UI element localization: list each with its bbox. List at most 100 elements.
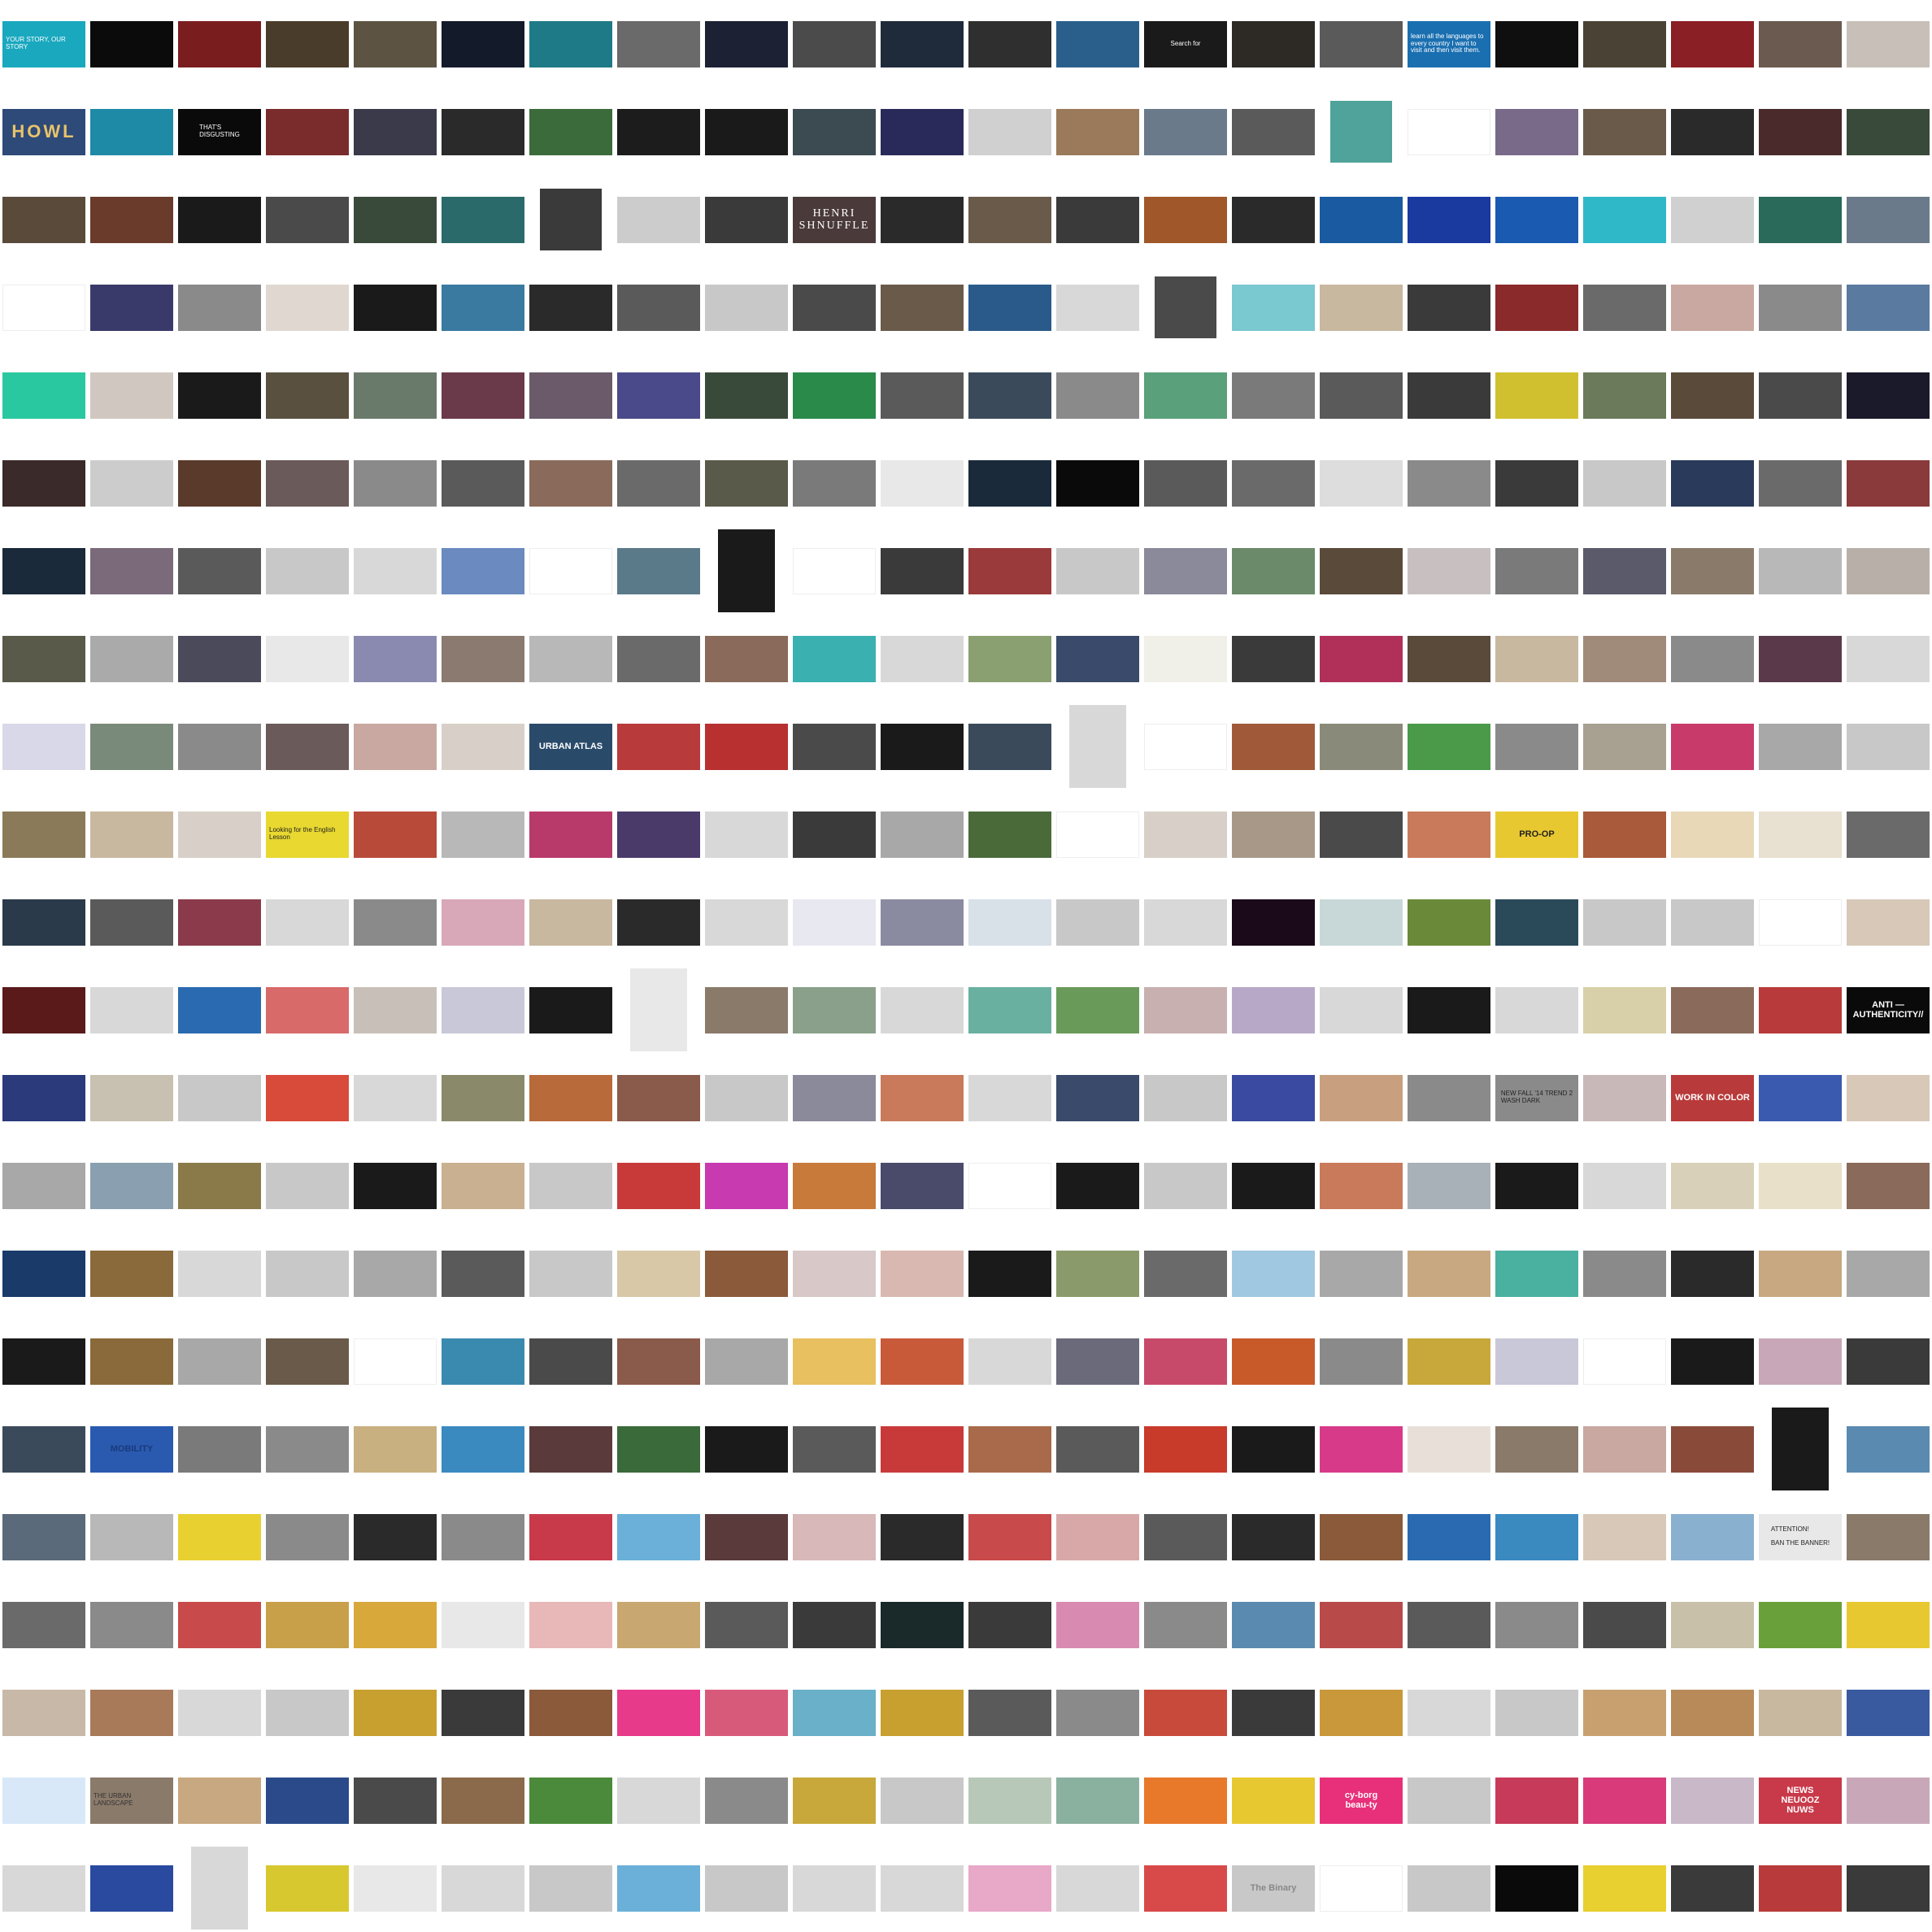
gallery-thumbnail[interactable] xyxy=(351,0,439,88)
gallery-thumbnail[interactable] xyxy=(1054,1405,1142,1493)
gallery-thumbnail[interactable] xyxy=(263,0,351,88)
gallery-thumbnail[interactable] xyxy=(878,1405,966,1493)
gallery-thumbnail[interactable] xyxy=(1581,1405,1669,1493)
gallery-thumbnail[interactable] xyxy=(1054,1756,1142,1844)
gallery-thumbnail[interactable] xyxy=(1054,878,1142,966)
gallery-thumbnail[interactable] xyxy=(878,1054,966,1142)
gallery-thumbnail[interactable] xyxy=(1669,1581,1756,1669)
gallery-thumbnail[interactable] xyxy=(527,790,615,878)
gallery-thumbnail[interactable] xyxy=(439,1317,527,1405)
gallery-thumbnail[interactable] xyxy=(1581,1581,1669,1669)
gallery-thumbnail[interactable]: Looking for the English Lesson xyxy=(263,790,351,878)
gallery-thumbnail[interactable] xyxy=(1756,263,1844,351)
gallery-thumbnail[interactable] xyxy=(703,790,790,878)
gallery-thumbnail[interactable] xyxy=(527,615,615,703)
gallery-thumbnail[interactable] xyxy=(615,1054,703,1142)
gallery-thumbnail[interactable] xyxy=(176,1669,263,1756)
gallery-thumbnail[interactable] xyxy=(1405,439,1493,527)
gallery-thumbnail[interactable]: NEWS NEUOOZ NUWS xyxy=(1756,1756,1844,1844)
gallery-thumbnail[interactable] xyxy=(0,1054,88,1142)
gallery-thumbnail[interactable] xyxy=(1142,176,1229,263)
gallery-thumbnail[interactable] xyxy=(527,878,615,966)
gallery-thumbnail[interactable] xyxy=(176,1493,263,1581)
gallery-thumbnail[interactable] xyxy=(88,1844,176,1932)
gallery-thumbnail[interactable] xyxy=(615,351,703,439)
gallery-thumbnail[interactable] xyxy=(1317,1405,1405,1493)
gallery-thumbnail[interactable] xyxy=(1142,439,1229,527)
gallery-thumbnail[interactable] xyxy=(1581,790,1669,878)
gallery-thumbnail[interactable] xyxy=(1493,1229,1581,1317)
gallery-thumbnail[interactable] xyxy=(615,439,703,527)
gallery-thumbnail[interactable] xyxy=(263,966,351,1054)
gallery-thumbnail[interactable] xyxy=(88,1493,176,1581)
gallery-thumbnail[interactable]: PRO-OP xyxy=(1493,790,1581,878)
gallery-thumbnail[interactable] xyxy=(527,1317,615,1405)
gallery-thumbnail[interactable] xyxy=(1844,1756,1932,1844)
gallery-thumbnail[interactable] xyxy=(878,1229,966,1317)
gallery-thumbnail[interactable] xyxy=(1756,615,1844,703)
gallery-thumbnail[interactable] xyxy=(1317,176,1405,263)
gallery-thumbnail[interactable] xyxy=(966,263,1054,351)
gallery-thumbnail[interactable] xyxy=(0,1844,88,1932)
gallery-thumbnail[interactable] xyxy=(615,263,703,351)
gallery-thumbnail[interactable] xyxy=(703,1405,790,1493)
gallery-thumbnail[interactable] xyxy=(1669,1229,1756,1317)
gallery-thumbnail[interactable] xyxy=(439,878,527,966)
gallery-thumbnail[interactable] xyxy=(1581,1054,1669,1142)
gallery-thumbnail[interactable] xyxy=(1493,703,1581,790)
gallery-thumbnail[interactable] xyxy=(1493,1317,1581,1405)
gallery-thumbnail[interactable] xyxy=(439,1493,527,1581)
gallery-thumbnail[interactable] xyxy=(351,88,439,176)
gallery-thumbnail[interactable] xyxy=(1054,615,1142,703)
gallery-thumbnail[interactable] xyxy=(0,1317,88,1405)
gallery-thumbnail[interactable] xyxy=(878,1142,966,1229)
gallery-thumbnail[interactable] xyxy=(615,176,703,263)
gallery-thumbnail[interactable] xyxy=(790,878,878,966)
gallery-thumbnail[interactable] xyxy=(88,615,176,703)
gallery-thumbnail[interactable] xyxy=(790,439,878,527)
gallery-thumbnail[interactable] xyxy=(1669,88,1756,176)
gallery-thumbnail[interactable] xyxy=(439,88,527,176)
gallery-thumbnail[interactable] xyxy=(263,703,351,790)
gallery-thumbnail[interactable] xyxy=(351,1493,439,1581)
gallery-thumbnail[interactable] xyxy=(1493,1493,1581,1581)
gallery-thumbnail[interactable] xyxy=(1756,1054,1844,1142)
gallery-thumbnail[interactable] xyxy=(790,88,878,176)
gallery-thumbnail[interactable] xyxy=(1054,0,1142,88)
gallery-thumbnail[interactable] xyxy=(1844,790,1932,878)
gallery-thumbnail[interactable] xyxy=(1493,1844,1581,1932)
gallery-thumbnail[interactable] xyxy=(263,351,351,439)
gallery-thumbnail[interactable] xyxy=(966,527,1054,615)
gallery-thumbnail[interactable] xyxy=(88,1054,176,1142)
gallery-thumbnail[interactable] xyxy=(1581,439,1669,527)
gallery-thumbnail[interactable] xyxy=(176,1142,263,1229)
gallery-thumbnail[interactable] xyxy=(1142,351,1229,439)
gallery-thumbnail[interactable] xyxy=(703,176,790,263)
gallery-thumbnail[interactable] xyxy=(88,790,176,878)
gallery-thumbnail[interactable] xyxy=(88,878,176,966)
gallery-thumbnail[interactable] xyxy=(1844,1581,1932,1669)
gallery-thumbnail[interactable]: MOBILITY xyxy=(88,1405,176,1493)
gallery-thumbnail[interactable] xyxy=(1844,1493,1932,1581)
gallery-thumbnail[interactable] xyxy=(878,615,966,703)
gallery-thumbnail[interactable] xyxy=(1493,176,1581,263)
gallery-thumbnail[interactable] xyxy=(615,1493,703,1581)
gallery-thumbnail[interactable] xyxy=(878,439,966,527)
gallery-thumbnail[interactable]: THE URBAN LANDSCAPE xyxy=(88,1756,176,1844)
gallery-thumbnail[interactable] xyxy=(615,703,703,790)
gallery-thumbnail[interactable] xyxy=(0,176,88,263)
gallery-thumbnail[interactable] xyxy=(878,1669,966,1756)
gallery-thumbnail[interactable] xyxy=(88,176,176,263)
gallery-thumbnail[interactable] xyxy=(1493,878,1581,966)
gallery-thumbnail[interactable] xyxy=(1669,790,1756,878)
gallery-thumbnail[interactable] xyxy=(1317,878,1405,966)
gallery-thumbnail[interactable] xyxy=(1493,1756,1581,1844)
gallery-thumbnail[interactable] xyxy=(966,615,1054,703)
gallery-thumbnail[interactable] xyxy=(263,1756,351,1844)
gallery-thumbnail[interactable] xyxy=(703,263,790,351)
gallery-thumbnail[interactable] xyxy=(1405,1844,1493,1932)
gallery-thumbnail[interactable] xyxy=(176,615,263,703)
gallery-thumbnail[interactable] xyxy=(1405,1317,1493,1405)
gallery-thumbnail[interactable] xyxy=(1581,615,1669,703)
gallery-thumbnail[interactable] xyxy=(1317,1317,1405,1405)
